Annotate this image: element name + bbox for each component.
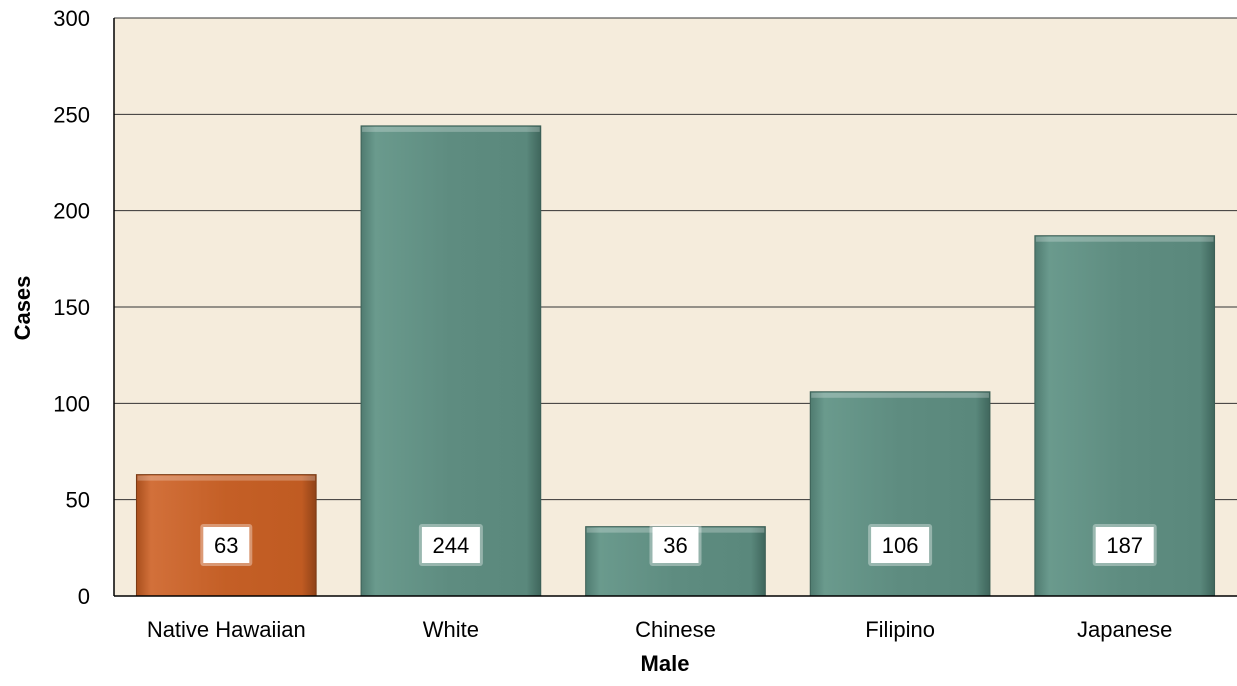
bar <box>135 474 317 597</box>
y-tick-label: 50 <box>66 488 90 513</box>
bar-bevel <box>137 475 316 481</box>
data-label: 106 <box>882 533 919 558</box>
bar-bevel <box>362 126 540 132</box>
data-label-box <box>421 527 480 563</box>
data-label: 187 <box>1106 533 1143 558</box>
bar-group <box>135 474 317 597</box>
data-label: 244 <box>433 533 470 558</box>
bar-group <box>360 125 542 597</box>
y-tick-label: 200 <box>53 199 90 224</box>
y-tick-label: 0 <box>78 584 90 609</box>
x-tick-label: Chinese <box>635 617 716 642</box>
data-label-box <box>652 527 699 563</box>
data-label-box <box>871 527 930 563</box>
data-label-box <box>203 527 250 563</box>
bar-bevel <box>811 392 989 398</box>
y-tick-label: 100 <box>53 391 90 416</box>
bar <box>360 125 542 597</box>
data-label: 63 <box>214 533 238 558</box>
x-tick-label: Native Hawaiian <box>147 617 306 642</box>
y-tick-label: 150 <box>53 295 90 320</box>
data-label: 36 <box>663 533 687 558</box>
x-tick-label: White <box>423 617 479 642</box>
x-axis-title: Male <box>641 651 690 676</box>
y-tick-label: 250 <box>53 102 90 127</box>
data-label-box <box>1095 527 1154 563</box>
bar-bevel <box>1035 236 1214 242</box>
y-axis-title: Cases <box>10 276 35 341</box>
y-tick-label: 300 <box>53 6 90 31</box>
x-tick-label: Japanese <box>1077 617 1172 642</box>
x-tick-label: Filipino <box>865 617 935 642</box>
